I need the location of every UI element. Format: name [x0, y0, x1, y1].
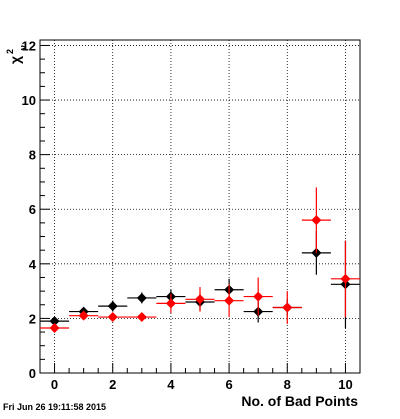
- y-tick-label: 4: [29, 257, 37, 272]
- y-axis-label-group: χ 2 ν: [0, 45, 28, 64]
- data-point: [136, 312, 147, 323]
- x-tick-label: 6: [225, 377, 232, 392]
- x-tick-label: 10: [338, 377, 352, 392]
- svg-text:χ 2 ν: χ 2 ν: [0, 45, 28, 64]
- data-point: [195, 294, 205, 305]
- series-layer: [40, 187, 360, 333]
- y-tick-label: 6: [29, 202, 36, 217]
- y-tick-label: 8: [29, 148, 36, 163]
- axes-layer: 0 2 4 6 8 10 0 2 4 6 8 10 12: [22, 38, 361, 392]
- x-tick-label: 0: [51, 377, 58, 392]
- data-point: [253, 291, 264, 302]
- data-point: [136, 292, 147, 303]
- data-point: [78, 310, 89, 321]
- x-tick-label: 8: [284, 377, 291, 392]
- y-tick-label: 10: [22, 93, 36, 108]
- data-point: [107, 312, 118, 323]
- data-point: [49, 316, 60, 327]
- y-axis-label-superscript: 2: [5, 49, 15, 54]
- data-point: [282, 302, 293, 313]
- data-point: [224, 295, 235, 306]
- data-point: [340, 273, 351, 284]
- y-tick-label: 12: [22, 38, 36, 53]
- y-axis-label-main: χ: [7, 56, 23, 64]
- data-point: [107, 301, 118, 312]
- y-axis-label-subscript: ν: [18, 45, 28, 50]
- series-2: [40, 187, 360, 333]
- y-tick-label: 0: [29, 366, 36, 381]
- y-tick-label: 2: [29, 311, 36, 326]
- x-tick-label: 2: [109, 377, 116, 392]
- data-point: [49, 322, 60, 333]
- x-tick-label: 4: [167, 377, 175, 392]
- data-point: [165, 298, 176, 309]
- data-point: [311, 215, 322, 226]
- x-axis-label: No. of Bad Points: [241, 393, 358, 409]
- footer-timestamp: Fri Jun 26 19:11:58 2015: [3, 402, 106, 412]
